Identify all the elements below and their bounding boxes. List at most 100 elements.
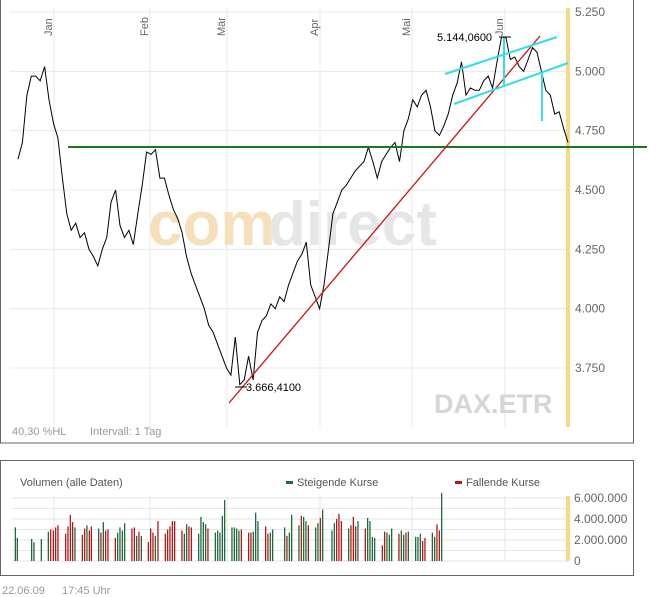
volume-bar bbox=[207, 528, 209, 562]
volume-bar bbox=[369, 521, 371, 561]
price-y-axis: 5.250 5.000 4.750 4.500 4.250 4.000 3.750 bbox=[575, 5, 605, 375]
volume-bar bbox=[391, 528, 393, 562]
volume-bar bbox=[72, 522, 74, 561]
volume-bar bbox=[431, 532, 433, 561]
volume-bar bbox=[441, 492, 443, 562]
volume-bar bbox=[371, 536, 373, 561]
y-tick-label: 4.250 bbox=[575, 242, 605, 256]
volume-bar bbox=[305, 521, 307, 561]
volume-bar bbox=[171, 521, 173, 561]
volume-bar bbox=[384, 531, 386, 561]
legend-falling: Fallende Kurse bbox=[466, 477, 540, 489]
volume-bar bbox=[200, 516, 202, 561]
volume-bar bbox=[407, 531, 409, 561]
volume-tick-label: 2.000.000 bbox=[574, 533, 628, 547]
volume-bar bbox=[415, 536, 417, 561]
volume-bar bbox=[88, 530, 90, 561]
volume-bar bbox=[352, 516, 354, 561]
legend-falling-swatch bbox=[455, 481, 462, 484]
volume-bar bbox=[219, 532, 221, 561]
volume-bar bbox=[240, 529, 242, 561]
volume-bar bbox=[322, 509, 324, 562]
volume-bar bbox=[398, 533, 400, 561]
volume-bar bbox=[157, 521, 159, 561]
trend-line[interactable] bbox=[228, 35, 541, 404]
volume-bar bbox=[422, 541, 424, 561]
volume-bar bbox=[117, 532, 119, 561]
volume-bar bbox=[147, 542, 149, 561]
volume-bar bbox=[102, 522, 104, 561]
volume-current-marker bbox=[566, 496, 570, 561]
volume-bar bbox=[174, 521, 176, 561]
volume-bar bbox=[417, 536, 419, 561]
volume-bar bbox=[348, 528, 350, 562]
volume-bar bbox=[181, 530, 183, 561]
volume-bar bbox=[319, 518, 321, 561]
channel-upper-line[interactable] bbox=[444, 36, 558, 75]
volume-bar bbox=[119, 527, 121, 561]
price-line bbox=[17, 36, 569, 386]
volume-bar bbox=[233, 527, 235, 561]
high-label: 5.144,0600 bbox=[437, 32, 492, 44]
volume-bars bbox=[14, 492, 443, 562]
volume-bar bbox=[386, 532, 388, 561]
range-info: 40,30 %HL bbox=[12, 426, 66, 438]
volume-bar bbox=[52, 530, 54, 561]
volume-bar bbox=[250, 532, 252, 561]
volume-bar bbox=[419, 533, 421, 561]
volume-bar bbox=[424, 537, 426, 561]
volume-bar bbox=[55, 527, 57, 561]
symbol-label: DAX.ETR bbox=[434, 389, 553, 419]
volume-bar bbox=[90, 526, 92, 561]
volume-bar bbox=[98, 528, 100, 562]
volume-bar bbox=[231, 527, 233, 561]
volume-bar bbox=[69, 514, 71, 561]
volume-tick-label: 4.000.000 bbox=[574, 512, 628, 526]
volume-bar bbox=[255, 512, 257, 561]
volume-bar bbox=[105, 530, 107, 561]
volume-bar bbox=[403, 534, 405, 562]
volume-tick-label: 0 bbox=[574, 554, 581, 568]
volume-bar bbox=[336, 519, 338, 561]
volume-bar bbox=[217, 530, 219, 561]
current-date-marker bbox=[566, 8, 570, 427]
month-label: Apr bbox=[309, 19, 321, 36]
volume-bar bbox=[331, 530, 333, 561]
volume-bar bbox=[121, 530, 123, 561]
volume-bar bbox=[284, 527, 286, 561]
volume-bar bbox=[47, 531, 49, 561]
y-tick-label: 5.000 bbox=[575, 64, 605, 78]
volume-bar bbox=[140, 535, 142, 561]
volume-bar bbox=[188, 526, 190, 561]
volume-bar bbox=[190, 527, 192, 561]
volume-bar bbox=[317, 523, 319, 561]
y-tick-label: 4.750 bbox=[575, 124, 605, 138]
volume-bar bbox=[124, 523, 126, 561]
volume-bar bbox=[152, 532, 154, 561]
watermark: com direct bbox=[148, 190, 437, 259]
volume-bar bbox=[164, 533, 166, 561]
month-label: Feb bbox=[139, 17, 151, 36]
footer-date: 22.06.09 bbox=[2, 585, 45, 597]
volume-bar bbox=[84, 528, 86, 562]
volume-bar bbox=[405, 532, 407, 561]
volume-bar bbox=[300, 515, 302, 561]
volume-bar bbox=[136, 535, 138, 561]
month-label: Mai bbox=[401, 18, 413, 36]
month-label: Mär bbox=[216, 17, 228, 36]
volume-bar bbox=[434, 536, 436, 561]
volume-bar bbox=[286, 535, 288, 561]
volume-bar bbox=[248, 532, 250, 561]
volume-bar bbox=[267, 533, 269, 561]
volume-bar bbox=[367, 518, 369, 561]
volume-bar bbox=[221, 515, 223, 561]
month-label: Jun bbox=[494, 18, 506, 36]
volume-bar bbox=[272, 529, 274, 561]
channel-lower-line[interactable] bbox=[453, 62, 569, 105]
volume-bar bbox=[303, 516, 305, 561]
volume-bar bbox=[307, 525, 309, 561]
price-chart-frame bbox=[0, 0, 634, 444]
volume-bar bbox=[374, 537, 376, 561]
y-tick-label: 4.000 bbox=[575, 302, 605, 316]
